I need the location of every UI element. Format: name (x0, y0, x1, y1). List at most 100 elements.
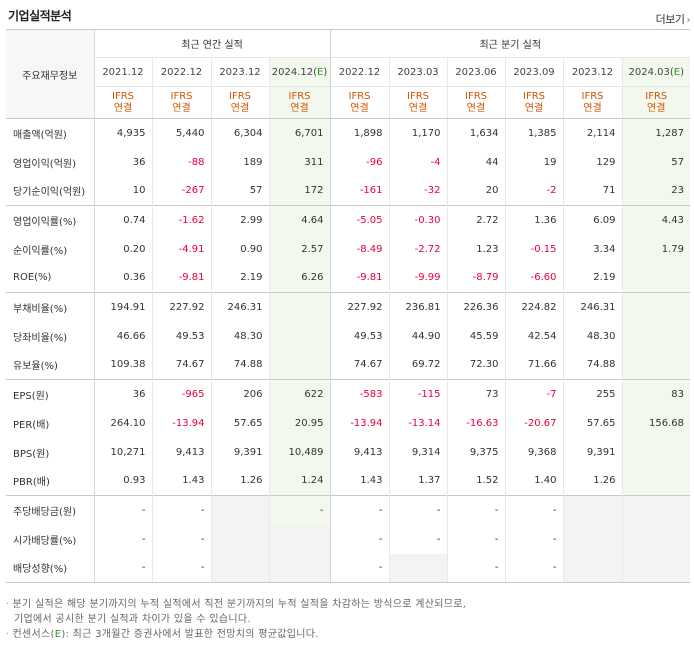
value-cell: 2.72 (446, 205, 505, 235)
value-cell: 74.88 (562, 350, 622, 380)
value-cell: -7 (504, 379, 563, 409)
value-cell: -9.81 (329, 263, 389, 293)
ifrs-line-2: 연결 (350, 102, 369, 114)
ifrs-line-2: 연결 (466, 102, 486, 114)
value-cell: 5,440 (151, 118, 211, 148)
footnote-2: · 컨센서스(E): 최근 3개월간 증권사에서 발표한 전망치의 평균값입니다. (6, 627, 466, 642)
value-cell: 1.43 (151, 466, 211, 496)
value-cell: 4.43 (621, 205, 690, 235)
value-cell: -583 (329, 379, 389, 409)
value-cell: 48.30 (562, 321, 622, 351)
table-row: 배당성향(%) - - - - - (6, 553, 690, 583)
value-cell: -161 (329, 176, 389, 206)
period-label: 2024.12(E) (271, 66, 328, 78)
value-cell: -2 (504, 176, 563, 206)
period-header: 2023.12 (562, 57, 622, 87)
value-cell (562, 553, 622, 583)
value-cell: 10 (93, 176, 152, 206)
section-header: 기업실적분석 더보기 › (6, 6, 691, 27)
value-cell: 74.67 (151, 350, 211, 380)
value-cell: 0.90 (210, 234, 269, 264)
ifrs-line-2: 연결 (524, 102, 544, 114)
value-cell: 74.67 (329, 350, 389, 380)
ifrs-line-1: IFRS (112, 90, 134, 102)
value-cell (621, 321, 690, 351)
value-cell: 44.90 (388, 321, 447, 351)
value-cell: 44 (446, 147, 505, 177)
value-cell: 71.66 (504, 350, 563, 380)
row-label: 당좌비율(%) (6, 321, 94, 351)
ifrs-line-1: IFRS (645, 90, 668, 102)
period-header: 2022.12 (329, 57, 389, 87)
row-label: 배당성향(%) (6, 553, 94, 583)
value-cell: -9.81 (151, 263, 211, 293)
ifrs-label: IFRS 연결 (621, 86, 690, 119)
value-cell: 20.95 (268, 408, 330, 438)
value-cell: 9,314 (388, 437, 447, 467)
value-cell (210, 553, 269, 583)
value-cell: -965 (151, 379, 211, 409)
row-label: ROE(%) (6, 263, 94, 293)
value-cell: -16.63 (446, 408, 505, 438)
ifrs-line-1: IFRS (348, 90, 371, 102)
table-row: 주당배당금(원) - - - - - - - (6, 495, 690, 525)
ifrs-label: IFRS 연결 (446, 86, 505, 119)
ifrs-line-1: IFRS (170, 90, 193, 102)
row-label: PER(배) (6, 408, 94, 438)
ifrs-line-2: 연결 (230, 102, 250, 114)
ifrs-label: IFRS 연결 (388, 86, 447, 119)
value-cell: 9,368 (504, 437, 563, 467)
value-cell: 3.34 (562, 234, 622, 264)
value-cell: - (151, 553, 211, 583)
footnote-2-prefix: 컨센서스( (12, 629, 55, 640)
table-row: 순이익률(%) 0.20 -4.91 0.90 2.57 -8.49 -2.72 1.23 -0… (6, 234, 690, 264)
ifrs-label: IFRS 연결 (329, 86, 389, 119)
ifrs-line-2: 연결 (647, 102, 666, 114)
value-cell (562, 495, 622, 525)
value-cell: 1,385 (504, 118, 563, 148)
value-cell: 4.64 (268, 205, 330, 235)
value-cell (562, 524, 622, 554)
table-row: 당기순이익(억원) 10 -267 57 172 -161 -32 20 -2 71 23 (6, 176, 690, 206)
table-row: EPS(원) 36 -965 206 622 -583 -115 73 -7 255 83 (6, 379, 690, 409)
value-cell: 206 (210, 379, 269, 409)
more-link[interactable]: 더보기 › (656, 11, 691, 27)
value-cell: 72.30 (446, 350, 505, 380)
value-cell: - (446, 495, 505, 525)
value-cell: 6.26 (268, 263, 330, 293)
value-cell: - (93, 495, 152, 525)
value-cell (268, 524, 330, 554)
row-label: 시가배당률(%) (6, 524, 94, 554)
value-cell: 1.79 (621, 234, 690, 264)
row-label: 영업이익률(%) (6, 205, 94, 235)
period-header: 2023.12 (210, 57, 269, 87)
value-cell: 10,489 (268, 437, 330, 467)
value-cell: 1.43 (329, 466, 389, 496)
value-cell: 0.74 (93, 205, 152, 235)
value-cell: -32 (388, 176, 447, 206)
footnote-1: · 분기 실적은 해당 분기까지의 누적 실적에서 직전 분기까지의 누적 실적을… (6, 597, 466, 612)
value-cell: 1.26 (562, 466, 622, 496)
value-cell: 2.19 (210, 263, 269, 293)
value-cell: -6.60 (504, 263, 563, 293)
period-header: 2023.03 (388, 57, 447, 87)
value-cell: 57 (210, 176, 269, 206)
value-cell: 109.38 (93, 350, 152, 380)
value-cell: 57.65 (210, 408, 269, 438)
ifrs-line-2: 연결 (113, 102, 133, 114)
value-cell: 189 (210, 147, 269, 177)
value-cell: -0.30 (388, 205, 447, 235)
value-cell (621, 495, 690, 525)
ifrs-line-2: 연결 (290, 102, 309, 114)
table-row: 시가배당률(%) - - - - - - (6, 524, 690, 554)
value-cell (621, 437, 690, 467)
value-cell: 227.92 (329, 292, 389, 322)
value-cell: - (329, 524, 389, 554)
value-cell: 246.31 (562, 292, 622, 322)
value-cell: 1.24 (268, 466, 330, 496)
value-cell: -13.14 (388, 408, 447, 438)
footnote-2-e: E (54, 629, 62, 640)
value-cell: - (93, 553, 152, 583)
value-cell: - (388, 495, 447, 525)
value-cell: 0.20 (93, 234, 152, 264)
